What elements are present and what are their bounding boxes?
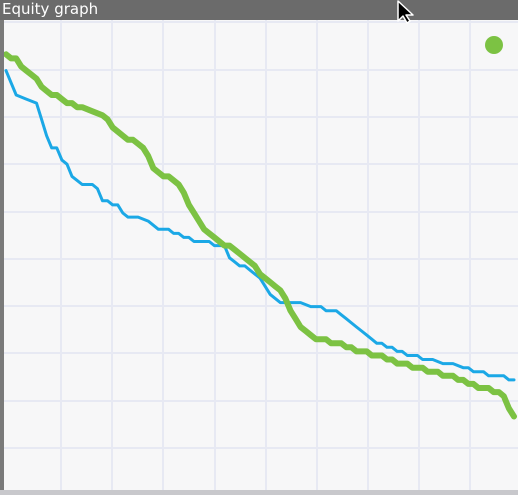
window-frame-left (0, 20, 4, 495)
series-line-blue (4, 69, 516, 382)
legend-marker-dot (485, 36, 503, 54)
series-line-green (4, 51, 517, 420)
arrow-cursor-icon (397, 0, 414, 24)
window-frame-bottom (0, 490, 518, 495)
window-title: Equity graph (2, 0, 99, 18)
equity-chart (4, 20, 518, 490)
equity-chart-svg (4, 20, 518, 490)
window-title-bar[interactable]: Equity graph (0, 0, 518, 20)
